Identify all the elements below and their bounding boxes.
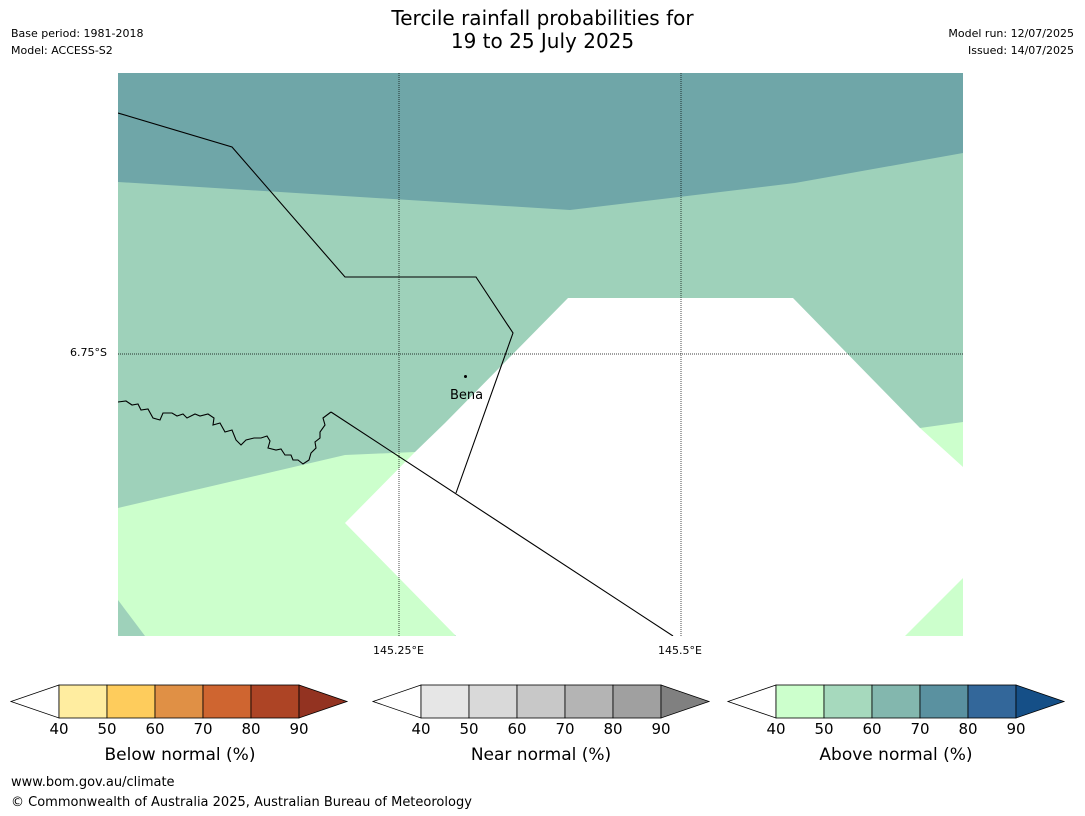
longitude-label-1: 145.25°E <box>373 644 424 657</box>
legend-tick-label: 70 <box>910 720 929 738</box>
legend-tick-label: 90 <box>289 720 308 738</box>
place-marker <box>464 375 467 378</box>
legend-segment <box>612 684 662 719</box>
legend-tick-label: 60 <box>507 720 526 738</box>
legend-title-below: Below normal (%) <box>104 745 256 765</box>
issued-text: Issued: 14/07/2025 <box>967 44 1074 57</box>
model-text: Model: ACCESS-S2 <box>11 44 113 57</box>
model-run-text: Model run: 12/07/2025 <box>948 27 1074 40</box>
legend-segment <box>967 684 1017 719</box>
river-line <box>118 400 332 465</box>
legend-tick-label: 90 <box>1006 720 1025 738</box>
legend-tick-label: 40 <box>49 720 68 738</box>
legend-arrow-right <box>660 684 711 719</box>
legend-arrow-left <box>9 684 60 719</box>
legend-tick-label: 60 <box>862 720 881 738</box>
legend-tick-label: 40 <box>411 720 430 738</box>
latitude-label: 6.75°S <box>70 346 107 359</box>
legend-title-above: Above normal (%) <box>819 745 973 765</box>
legend-arrow-left <box>371 684 422 719</box>
legend-arrow-right <box>298 684 349 719</box>
legend-arrow-left <box>726 684 777 719</box>
legend-tick-label: 80 <box>603 720 622 738</box>
legend-title-near: Near normal (%) <box>470 745 612 765</box>
legend-tick-label: 50 <box>97 720 116 738</box>
legend-segment <box>154 684 204 719</box>
legend-tick-label: 70 <box>555 720 574 738</box>
header-right: Model run: 12/07/2025 Issued: 14/07/2025 <box>948 25 1074 59</box>
legend-segment <box>202 684 252 719</box>
footer-url: www.bom.gov.au/climate <box>11 775 175 790</box>
boundary-line-north <box>118 112 514 494</box>
legend-tick-label: 80 <box>241 720 260 738</box>
header-left: Base period: 1981-2018 Model: ACCESS-S2 <box>11 25 143 59</box>
legend-tick-label: 90 <box>651 720 670 738</box>
title-line-2: 19 to 25 July 2025 <box>450 29 635 53</box>
legend-segment <box>871 684 921 719</box>
footer-copyright: © Commonwealth of Australia 2025, Austra… <box>11 795 472 810</box>
longitude-label-2: 145.5°E <box>658 644 702 657</box>
base-period-text: Base period: 1981-2018 <box>11 27 144 40</box>
legend-near-normal: 40 50 60 70 80 90 <box>371 684 711 738</box>
legend-segment <box>468 684 518 719</box>
legend-segment <box>420 684 470 719</box>
legend-segment <box>564 684 614 719</box>
legend-segment <box>919 684 969 719</box>
legend-segment <box>106 684 156 719</box>
legend-segment <box>58 684 108 719</box>
title-line-1: Tercile rainfall probabilities for <box>391 6 694 30</box>
legend-tick-label: 50 <box>459 720 478 738</box>
legend-segment <box>775 684 825 719</box>
legend-segment <box>250 684 300 719</box>
legend-above-normal: 40 50 60 70 80 90 <box>726 684 1066 738</box>
boundary-line-south <box>330 411 674 636</box>
legend-tick-label: 50 <box>814 720 833 738</box>
zone-near-normal <box>345 298 963 636</box>
legend-segment <box>823 684 873 719</box>
zone-above-60-70 <box>118 73 963 210</box>
legend-tick-label: 40 <box>766 720 785 738</box>
legend-tick-label: 70 <box>193 720 212 738</box>
legend-segment <box>516 684 566 719</box>
legend-tick-label: 80 <box>958 720 977 738</box>
legend-tick-label: 60 <box>145 720 164 738</box>
legend-arrow-right <box>1015 684 1066 719</box>
legend-below-normal: 40 50 60 70 80 90 <box>9 684 349 738</box>
page-title: Tercile rainfall probabilities for 19 to… <box>0 7 1085 53</box>
place-label: Bena <box>450 388 484 403</box>
